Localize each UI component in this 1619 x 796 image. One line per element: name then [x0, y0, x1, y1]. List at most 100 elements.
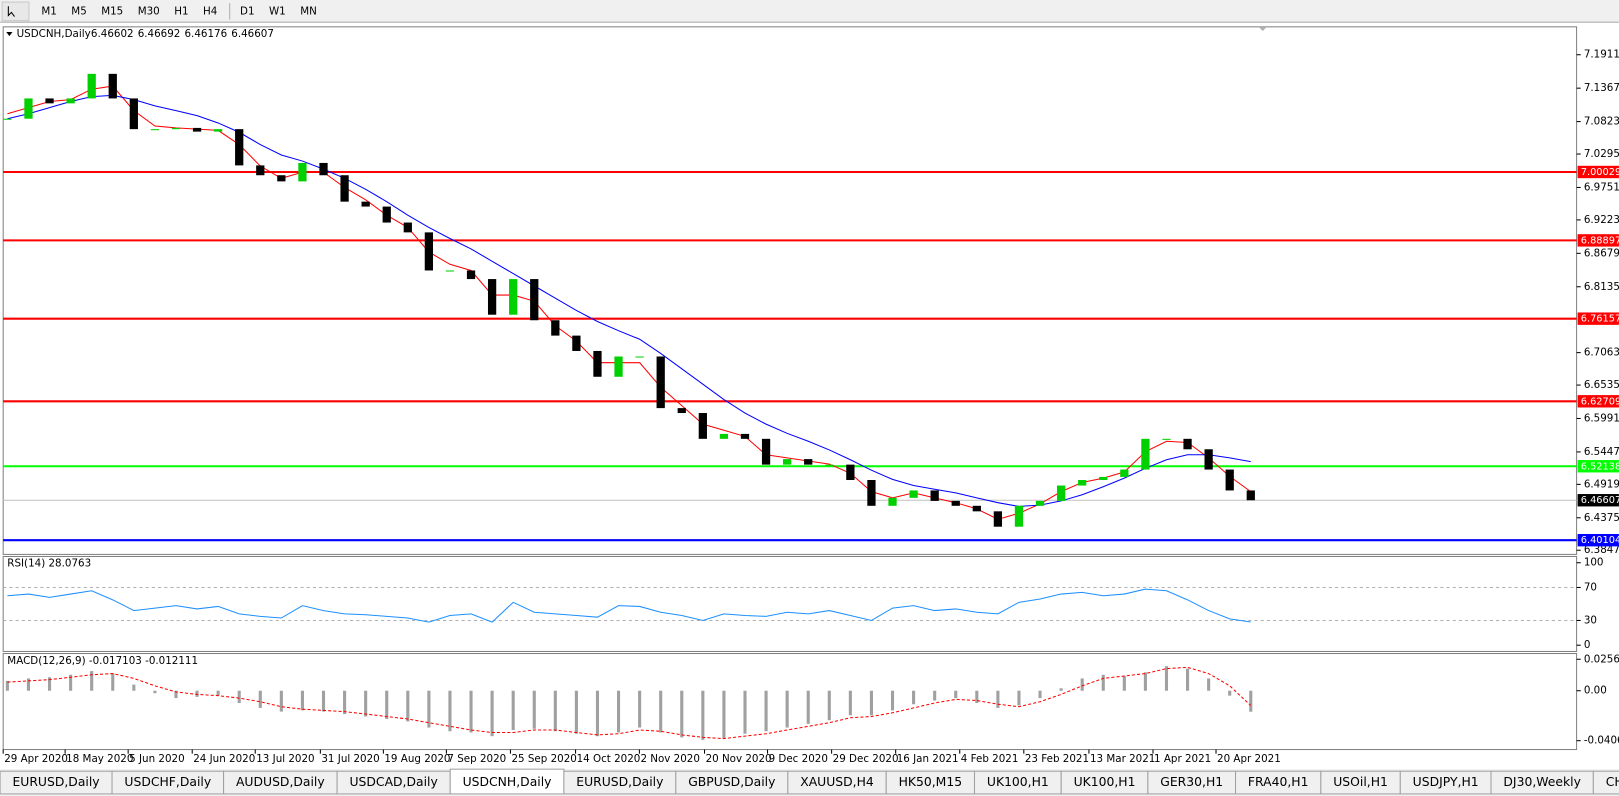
candle — [24, 98, 33, 119]
macd-bar — [574, 690, 578, 734]
candle — [129, 98, 138, 130]
tab-label[interactable]: GBPUSD,Daily — [688, 775, 775, 789]
x-tick-label: 25 Sep 2020 — [511, 753, 576, 765]
chart-menu-arrow[interactable] — [6, 32, 13, 37]
candle — [677, 408, 686, 414]
macd-bar — [1080, 678, 1084, 691]
macd-bar — [1017, 690, 1021, 706]
y-tick-label: 6.81350 — [1584, 281, 1619, 293]
macd-bar — [300, 690, 304, 711]
tab-label[interactable]: FRA40,H1 — [1248, 775, 1309, 789]
timeframe-button[interactable]: H4 — [203, 5, 217, 17]
x-tick-label: 29 Dec 2020 — [833, 753, 899, 765]
tab-label[interactable]: USDCAD,Daily — [349, 775, 437, 789]
macd-bar — [195, 690, 199, 697]
timeframe-button[interactable]: M15 — [101, 5, 123, 17]
y-tick-label: 0.025623 — [1584, 653, 1619, 665]
tab-label[interactable]: UK100,H1 — [1074, 775, 1136, 789]
x-tick-label: 13 Mar 2021 — [1090, 753, 1155, 765]
tab[interactable] — [1592, 770, 1619, 795]
macd-bar — [490, 690, 494, 737]
timeframe-button[interactable]: D1 — [240, 5, 255, 17]
rsi-panel — [2, 555, 1578, 652]
main-panel — [2, 26, 1578, 555]
candle — [1162, 438, 1171, 440]
macd-bar — [806, 690, 810, 724]
x-tick-label: 20 Nov 2020 — [706, 753, 772, 765]
macd-bar — [680, 690, 684, 738]
x-tick-label: 20 Apr 2021 — [1217, 753, 1281, 765]
tab-label[interactable]: USDCHF,Daily — [124, 775, 211, 789]
macd-bar — [321, 690, 326, 712]
timeframe-button[interactable]: M5 — [71, 5, 86, 17]
x-tick-label: 31 Jul 2020 — [321, 753, 379, 765]
x-tick-label: 5 Jun 2020 — [129, 753, 184, 765]
macd-bar — [1228, 690, 1232, 696]
tab-label[interactable]: GER30,H1 — [1160, 775, 1223, 789]
candle — [466, 270, 476, 280]
candle — [150, 129, 160, 131]
tab-label[interactable]: USOil,H1 — [1333, 775, 1388, 789]
timeframe-button[interactable]: M1 — [41, 5, 56, 17]
timeframe-button[interactable]: MN — [300, 5, 317, 17]
level-label: 6.76157 — [1581, 314, 1619, 325]
tab-label[interactable]: EURUSD,Daily — [12, 775, 99, 789]
candle — [951, 500, 960, 506]
candle — [298, 162, 307, 182]
macd-bar — [427, 690, 431, 728]
macd-bar — [996, 690, 1000, 708]
tab[interactable] — [449, 768, 565, 795]
candle — [1204, 449, 1213, 470]
timeframe-button[interactable]: M30 — [138, 5, 160, 17]
candle — [656, 356, 665, 409]
x-tick-label: 23 Feb 2021 — [1025, 753, 1089, 765]
macd-bar — [912, 690, 916, 705]
macd-bar — [785, 690, 789, 728]
cursor-button[interactable] — [1, 1, 30, 22]
shift-marker — [1258, 26, 1267, 31]
y-tick-label: 6.86790 — [1584, 247, 1619, 259]
y-tick-label: 6.97510 — [1584, 181, 1619, 193]
cursor-icon[interactable] — [7, 6, 15, 17]
tab-label[interactable]: USDCNH,Daily — [463, 775, 552, 789]
y-tick-label: 6.54470 — [1584, 446, 1619, 458]
candle — [66, 98, 75, 104]
candle — [171, 127, 181, 130]
tab-label[interactable]: USDJPY,H1 — [1413, 775, 1479, 789]
x-tick-label: 16 Jan 2021 — [897, 753, 959, 765]
candle — [256, 165, 265, 176]
tab-label[interactable]: EURUSD,Daily — [576, 775, 663, 789]
macd-bar — [933, 690, 937, 701]
tab-label[interactable]: XAUUSD,H4 — [800, 775, 874, 789]
macd-bar — [153, 690, 157, 694]
macd-bar — [343, 690, 347, 715]
level-label: 6.40104 — [1581, 535, 1619, 546]
macd-bar — [511, 690, 515, 731]
macd-bar — [1038, 690, 1042, 699]
macd-bar — [216, 690, 220, 696]
y-tick-label: 70 — [1584, 581, 1597, 593]
macd-bar — [848, 690, 852, 716]
candle — [3, 118, 12, 120]
candle — [972, 505, 981, 512]
candle — [846, 464, 855, 481]
y-tick-label: 30 — [1584, 614, 1597, 626]
price-label-box — [1577, 494, 1619, 507]
tab-label[interactable]: AUDUSD,Daily — [236, 775, 325, 789]
tab-label[interactable]: DJ30,Weekly — [1503, 775, 1581, 789]
candle — [1183, 438, 1192, 450]
moving-average — [7, 94, 1251, 507]
timeframe-button[interactable]: H1 — [174, 5, 188, 17]
tab-label[interactable]: HK50,M15 — [899, 775, 963, 789]
candle — [1078, 480, 1087, 486]
candle — [593, 350, 602, 377]
tab-label[interactable]: UK100,H1 — [987, 775, 1049, 789]
macd-bar — [764, 690, 768, 732]
y-tick-label: 6.59910 — [1584, 412, 1619, 424]
tab-label[interactable]: CHINA300,H1 — [1606, 775, 1619, 789]
timeframe-button[interactable]: W1 — [269, 5, 286, 17]
macd-bar — [954, 690, 958, 699]
macd-bar — [237, 690, 241, 704]
macd-signal — [7, 666, 1252, 740]
macd-bar — [743, 690, 747, 734]
